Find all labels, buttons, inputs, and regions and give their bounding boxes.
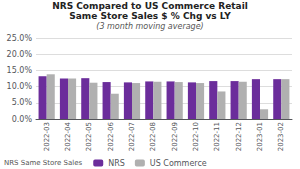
svg-text:2022-11: 2022-11 <box>213 122 221 151</box>
svg-text:US Commerce: US Commerce <box>150 159 207 168</box>
svg-text:2022-09: 2022-09 <box>171 122 179 151</box>
svg-text:2023-02: 2023-02 <box>277 122 285 151</box>
svg-text:2022-10: 2022-10 <box>192 122 200 151</box>
svg-text:Same Store Sales $ % Chg vs LY: Same Store Sales $ % Chg vs LY <box>69 11 231 21</box>
svg-text:2022-04: 2022-04 <box>64 121 72 151</box>
svg-text:2022-06: 2022-06 <box>107 121 115 151</box>
svg-text:10.0%: 10.0% <box>7 82 33 91</box>
svg-text:25.0%: 25.0% <box>7 34 33 43</box>
svg-text:20.0%: 20.0% <box>7 50 33 59</box>
svg-text:2022-03: 2022-03 <box>43 122 51 151</box>
svg-text:2022-08: 2022-08 <box>149 122 157 151</box>
svg-text:NRS Compared to US Commerce Re: NRS Compared to US Commerce Retail <box>52 1 248 11</box>
svg-text:2022-07: 2022-07 <box>128 122 136 151</box>
svg-text:2023-01: 2023-01 <box>256 122 264 151</box>
svg-text:2022-05: 2022-05 <box>85 122 93 151</box>
svg-text:(3 month moving average): (3 month moving average) <box>96 22 203 31</box>
svg-text:5.0%: 5.0% <box>12 98 33 107</box>
svg-text:0.0%: 0.0% <box>12 115 33 124</box>
svg-text:NRS: NRS <box>108 159 125 168</box>
svg-text:NRS Same Store Sales: NRS Same Store Sales <box>4 159 83 167</box>
svg-text:2022-12: 2022-12 <box>235 122 243 151</box>
svg-text:15.0%: 15.0% <box>7 66 33 75</box>
